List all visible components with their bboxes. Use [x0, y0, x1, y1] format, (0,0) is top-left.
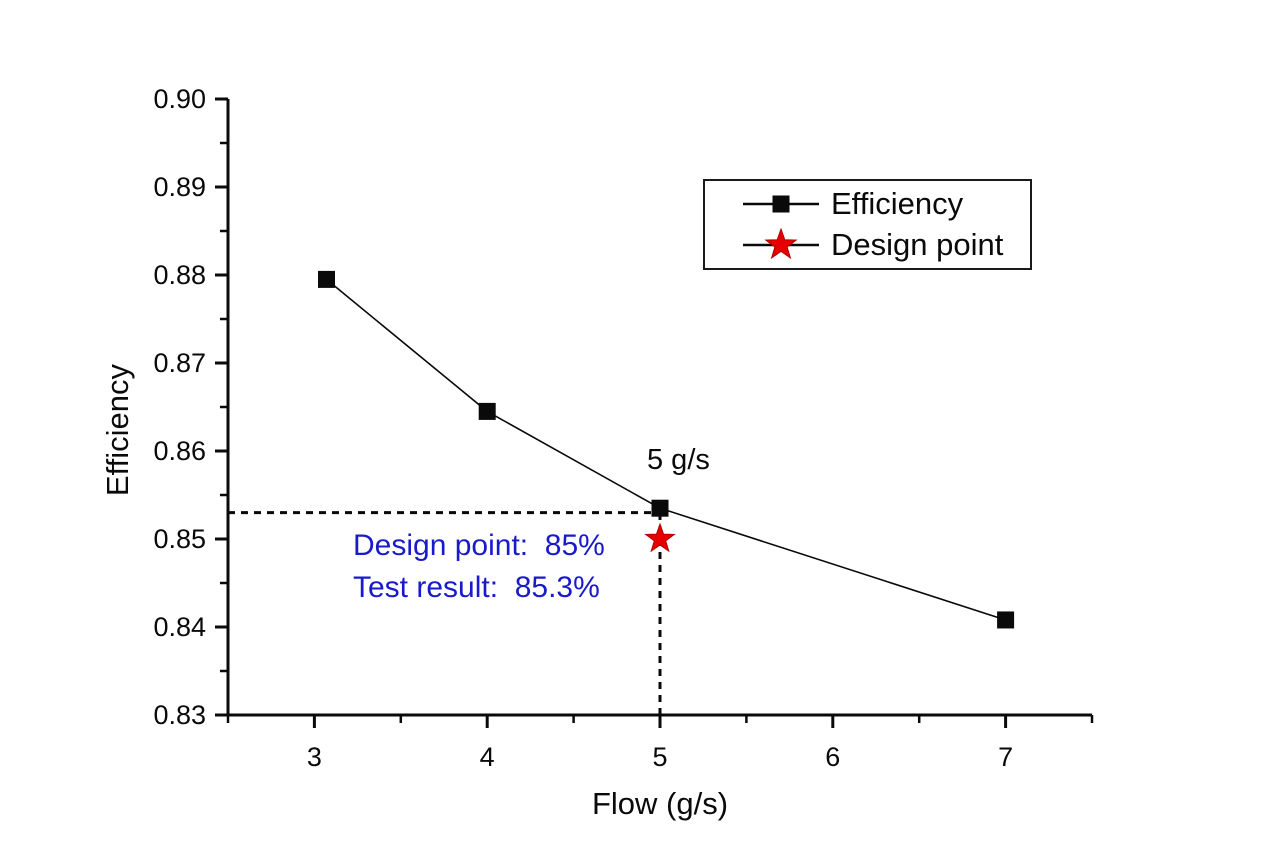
legend-item-efficiency: Efficiency	[743, 186, 1030, 222]
design-point-star	[644, 522, 676, 553]
y-tick-label: 0.84	[153, 612, 206, 642]
legend: Efficiency Design point	[703, 179, 1032, 270]
y-tick-label: 0.90	[153, 84, 206, 114]
legend-marker-square-icon	[743, 195, 819, 213]
efficiency-data-point-marker	[317, 270, 335, 288]
y-tick-label: 0.83	[153, 700, 206, 730]
y-tick-label: 0.86	[153, 436, 206, 466]
legend-item-design-point: Design point	[743, 226, 1030, 262]
efficiency-data-point-marker	[478, 402, 496, 420]
annotation-design-point: Design point: 85%	[353, 529, 605, 562]
y-axis-title: Efficiency	[100, 363, 135, 497]
x-tick-label: 5	[652, 742, 667, 772]
efficiency-data-point-marker	[651, 499, 669, 517]
y-tick-label: 0.87	[153, 348, 206, 378]
y-tick-label: 0.88	[153, 260, 206, 290]
efficiency-data-point-marker	[997, 611, 1015, 629]
x-axis-title: Flow (g/s)	[591, 786, 729, 821]
legend-marker-star-icon	[743, 227, 819, 259]
legend-label-efficiency: Efficiency	[831, 186, 964, 222]
x-tick-label: 7	[998, 742, 1013, 772]
x-tick-label: 4	[480, 742, 495, 772]
annotation-test-result: Test result: 85.3%	[353, 571, 600, 604]
efficiency-series-line	[325, 278, 1006, 621]
annotation-flow-callout: 5 g/s	[647, 444, 710, 476]
legend-label-design-point: Design point	[831, 226, 1004, 262]
x-tick-label: 3	[307, 742, 322, 772]
y-tick-label: 0.89	[153, 172, 206, 202]
y-tick-label: 0.85	[153, 524, 206, 554]
x-tick-label: 6	[825, 742, 840, 772]
